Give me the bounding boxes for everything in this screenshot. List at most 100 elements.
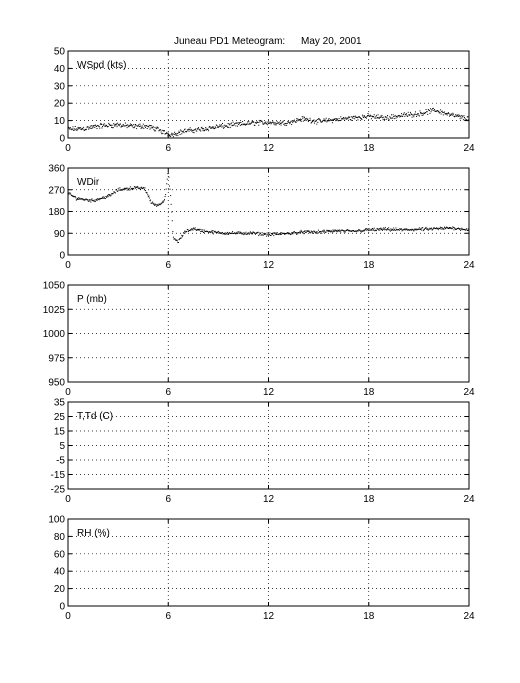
wind-direction-point [276, 232, 278, 234]
wind-direction-point [332, 229, 334, 231]
wind-direction-point [455, 229, 457, 231]
wind-direction-point [73, 196, 75, 198]
wind-speed-point [403, 113, 405, 115]
wind-speed-point [448, 115, 450, 117]
wind-direction-point [72, 195, 74, 197]
wind-direction-point [415, 228, 417, 230]
wind-direction-point [167, 173, 169, 175]
wind-direction-point [70, 193, 72, 195]
wind-direction-point [184, 232, 186, 234]
wind-speed-point [235, 125, 237, 127]
wind-speed-point [435, 110, 437, 112]
wind-direction-point [230, 233, 232, 235]
wind-direction-point [249, 231, 251, 233]
wind-speed-point [99, 127, 101, 129]
wind-direction-point [351, 230, 353, 232]
wind-direction-point [354, 230, 356, 232]
wind-direction-point [362, 230, 364, 232]
wind-speed-point [172, 133, 174, 135]
wind-direction-point [186, 229, 188, 231]
wind-speed-point [369, 114, 371, 116]
wind-direction-point [102, 196, 104, 198]
wind-speed-point [141, 125, 143, 127]
wind-direction-point [438, 227, 440, 229]
wind-direction-point [138, 188, 140, 190]
wind-direction-point [124, 187, 126, 189]
wind-direction-point [323, 229, 325, 231]
wind-speed-point [349, 116, 351, 118]
wind-speed-point [436, 110, 438, 112]
wind-direction-point [232, 233, 234, 235]
wind-speed-point [337, 120, 339, 122]
wind-speed-point [384, 119, 386, 121]
wind-direction-point [68, 192, 70, 194]
wind-speed-point [413, 116, 415, 118]
wind-direction-point [206, 230, 208, 232]
wind-speed-point [358, 115, 360, 117]
wind-speed-point [286, 124, 288, 126]
wind-speed-point [369, 115, 371, 117]
wind-speed-point [199, 129, 201, 131]
wind-speed-point [156, 126, 158, 128]
wind-direction-point [166, 178, 168, 180]
wind-speed-point [322, 120, 324, 122]
wind-direction-point [201, 231, 203, 233]
wind-speed-point [233, 124, 235, 126]
wind-direction-point [293, 231, 295, 233]
wind-speed-point [186, 131, 188, 133]
wind-direction-point [227, 231, 229, 233]
wind-direction-point [348, 230, 350, 232]
wind-speed-point [194, 129, 196, 131]
wind-speed-point [113, 124, 115, 126]
wind-direction-point [461, 227, 463, 229]
wind-speed-point [431, 109, 433, 111]
wind-speed-point [167, 132, 169, 134]
wind-direction-point [172, 236, 174, 238]
wind-direction-point [108, 194, 110, 196]
wind-direction-point [136, 187, 138, 189]
wind-direction-point [196, 230, 198, 231]
wind-speed-point [446, 112, 448, 114]
wind-speed-point [464, 117, 466, 119]
wind-speed-point [368, 114, 370, 116]
wind-direction-point [183, 232, 185, 234]
wind-direction-point [418, 227, 420, 229]
wind-speed-point [386, 116, 388, 118]
wind-direction-point [103, 196, 105, 198]
wind-speed-point [443, 111, 445, 113]
wind-direction-point [369, 229, 371, 231]
wind-speed-point [219, 124, 221, 126]
wind-direction-point [69, 192, 71, 194]
wind-direction-point [112, 193, 114, 195]
wind-direction-point [218, 230, 220, 232]
wind-direction-point [96, 199, 98, 201]
wind-speed-point [241, 124, 243, 126]
wind-speed-point [293, 120, 295, 122]
wind-speed-point [301, 116, 303, 118]
wind-speed-point [274, 122, 276, 124]
wind-direction-point [161, 202, 163, 204]
wind-direction-point [345, 230, 347, 231]
wind-speed-point [268, 122, 270, 124]
wind-direction-point [387, 228, 389, 230]
wind-speed-point [412, 114, 414, 116]
wind-direction-point [92, 199, 94, 201]
wind-direction-point [182, 235, 184, 237]
wind-direction-point [168, 176, 170, 178]
wind-direction-point [297, 233, 299, 235]
wind-speed-point [385, 116, 387, 118]
wind-direction-point [446, 226, 448, 228]
wind-speed-point [228, 123, 230, 125]
wind-direction-point [202, 229, 204, 231]
wind-speed-point [350, 119, 352, 121]
wind-speed-point [171, 132, 173, 134]
wind-direction-point [337, 229, 339, 231]
wind-speed-point [391, 117, 393, 119]
wind-direction-point [320, 231, 322, 233]
wind-speed-point [434, 110, 436, 112]
wind-speed-point [187, 129, 189, 131]
wind-direction-point [134, 186, 136, 188]
wind-speed-point [305, 118, 307, 120]
wind-speed-point [395, 117, 397, 119]
wind-speed-point [201, 128, 203, 130]
